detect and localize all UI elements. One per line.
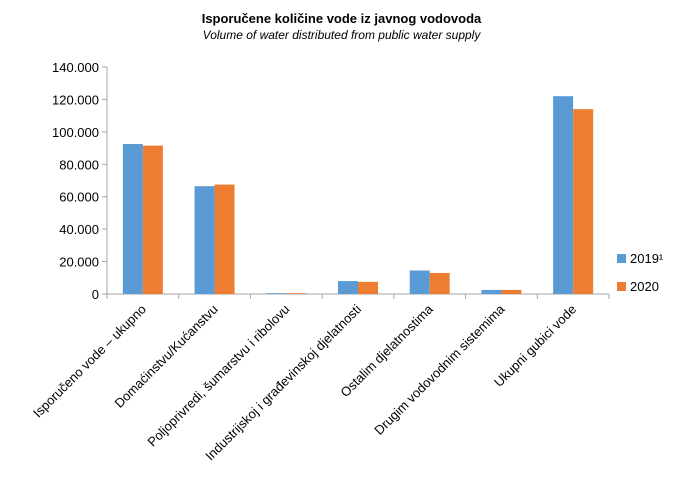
bar-series-1: [266, 293, 286, 294]
y-tick-label: 20.000: [59, 255, 99, 270]
legend-swatch: [617, 282, 626, 291]
legend-swatch: [617, 254, 626, 263]
bar-series-2: [501, 290, 521, 294]
bar-series-2: [215, 185, 235, 294]
bar-series-1: [123, 144, 143, 294]
bar-series-1: [481, 290, 501, 294]
bar-series-1: [410, 270, 430, 294]
bar-series-1: [338, 281, 358, 294]
y-tick-label: 80.000: [59, 157, 99, 172]
x-category-label: Isporučeno vode – ukupno: [30, 302, 149, 421]
y-tick-label: 100.000: [52, 125, 99, 140]
x-category-label: Poljoprivredi, šumarstvu i ribolovu: [144, 302, 292, 450]
bar-series-2: [286, 293, 306, 294]
bar-series-1: [553, 96, 573, 294]
x-category-label: Drugim vodovodnim sistemima: [371, 301, 508, 438]
y-tick-label: 40.000: [59, 222, 99, 237]
y-tick-label: 120.000: [52, 92, 99, 107]
legend-label: 2019¹: [630, 251, 664, 266]
y-tick-label: 60.000: [59, 190, 99, 205]
bar-series-2: [430, 273, 450, 294]
legend-label: 2020: [630, 279, 659, 294]
bar-series-2: [573, 109, 593, 294]
y-tick-label: 0: [92, 287, 99, 302]
bar-series-2: [143, 146, 163, 294]
bar-series-1: [195, 186, 215, 294]
x-category-label: Industrijskoj i građevinskoj djelatnosti: [202, 301, 364, 463]
y-tick-label: 140.000: [52, 60, 99, 75]
bar-series-2: [358, 282, 378, 294]
